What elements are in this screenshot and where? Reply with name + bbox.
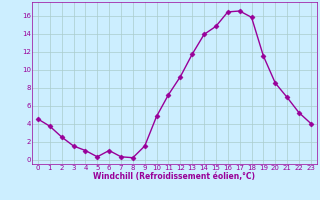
X-axis label: Windchill (Refroidissement éolien,°C): Windchill (Refroidissement éolien,°C): [93, 172, 255, 181]
